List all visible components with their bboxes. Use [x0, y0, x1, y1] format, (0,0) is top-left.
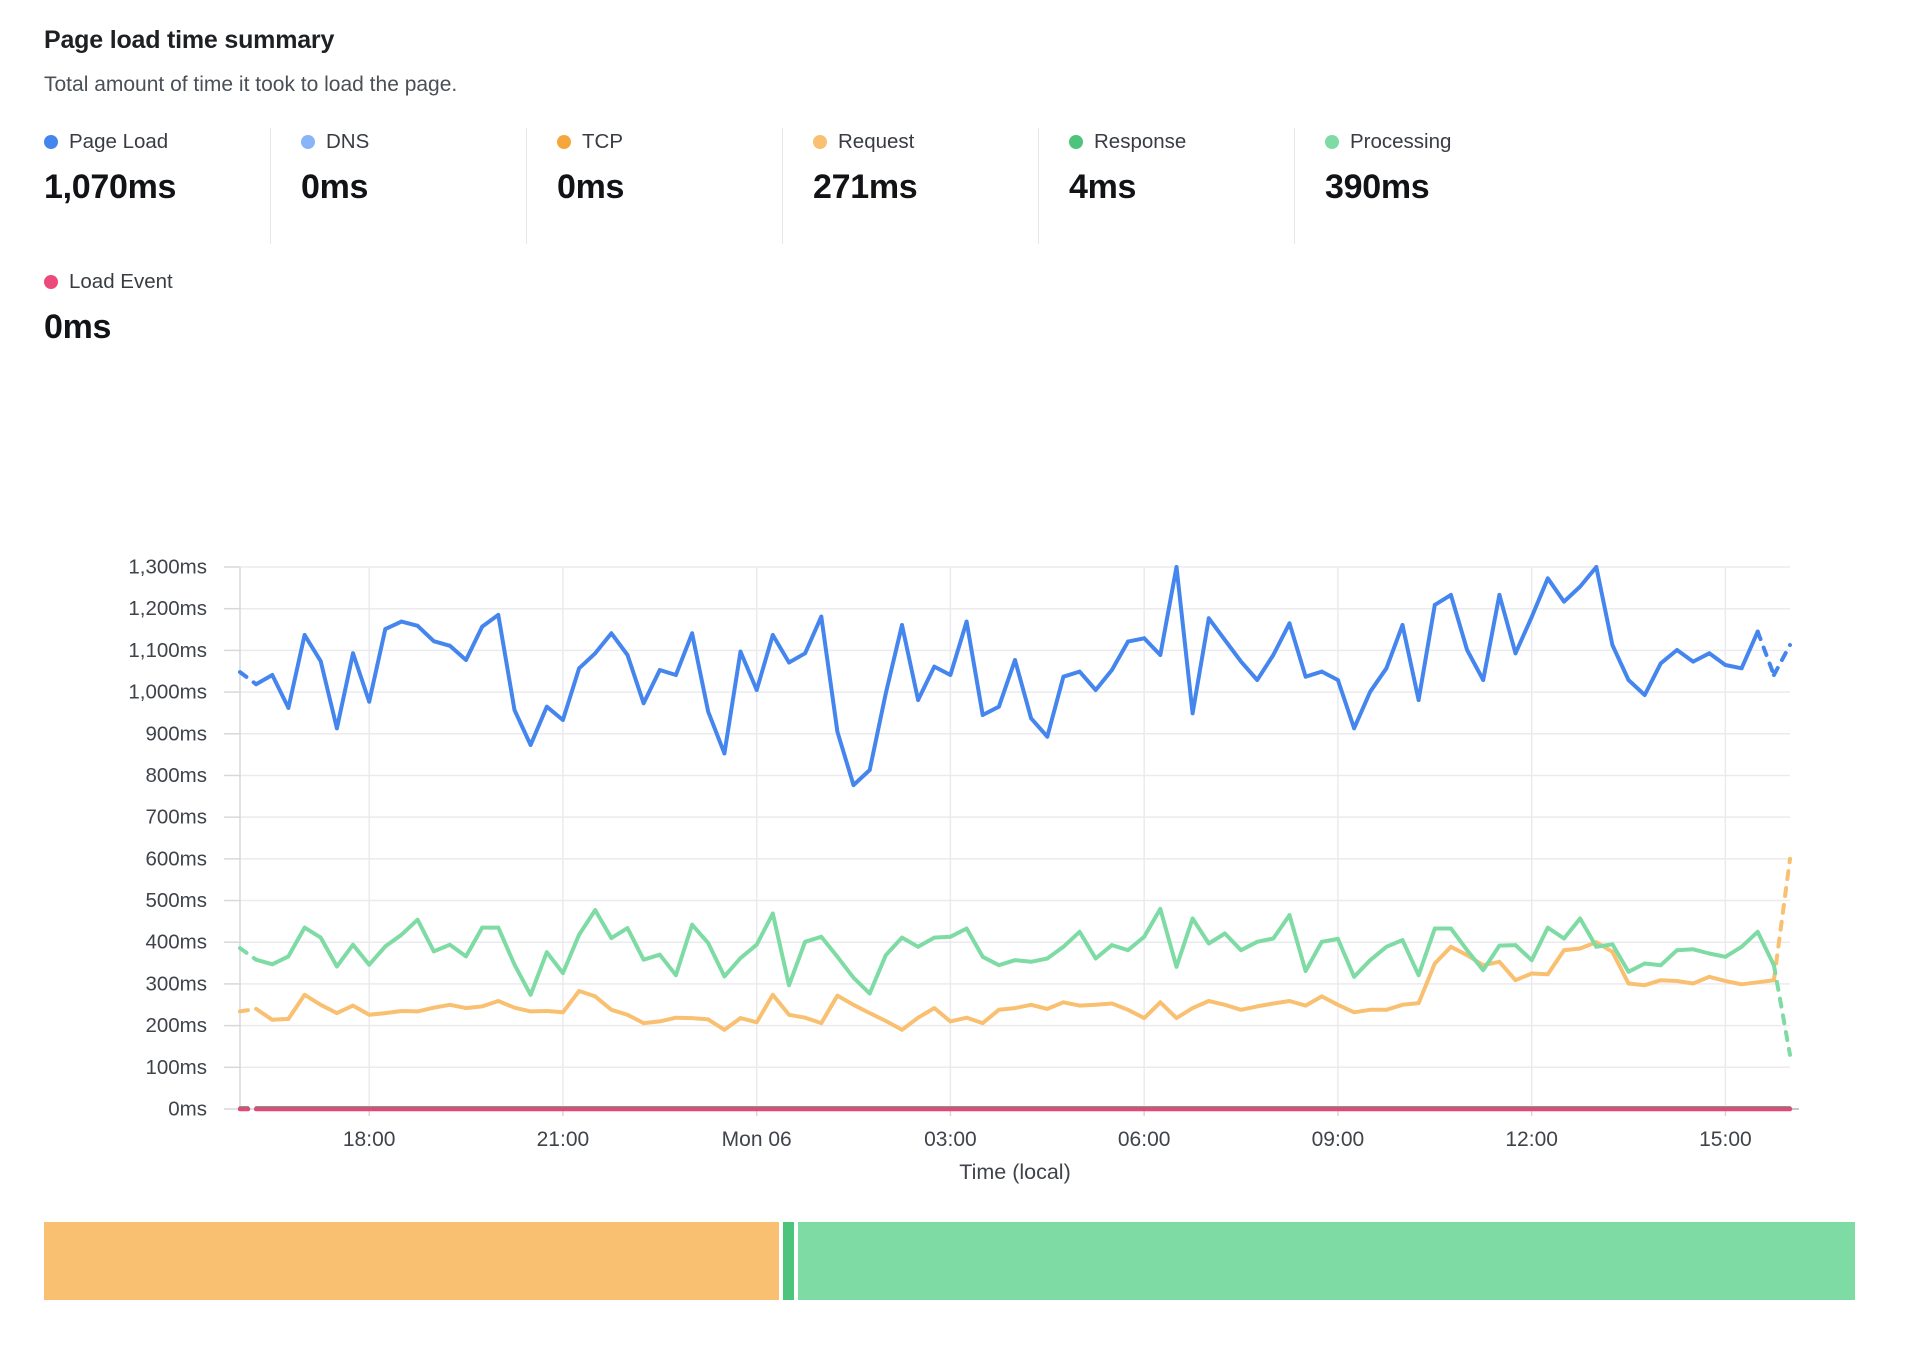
metric-legend-row: Request — [813, 128, 1038, 156]
response-legend-dot-icon — [1069, 135, 1083, 149]
y-axis-label: 0ms — [168, 1098, 207, 1121]
x-axis-label: 09:00 — [1312, 1128, 1365, 1151]
y-axis-label: 600ms — [145, 847, 207, 870]
metric-legend-row: Processing — [1325, 128, 1550, 156]
metric-value: 0ms — [301, 168, 369, 206]
series-line-page-load-dashed — [238, 629, 1792, 687]
series-line-processing-dashed — [238, 946, 1792, 1057]
metric-card-request: Request 271ms — [782, 128, 1038, 244]
metric-value: 0ms — [44, 308, 112, 346]
series-line-request-dashed — [238, 856, 1792, 1014]
load-time-breakdown-bar — [44, 1222, 1855, 1300]
y-axis-label: 1,100ms — [128, 639, 207, 662]
metric-label: Page Load — [69, 130, 169, 153]
y-axis-label: 1,300ms — [128, 556, 207, 579]
tcp-legend-dot-icon — [557, 135, 571, 149]
y-axis-label: 900ms — [145, 722, 207, 745]
y-axis-label: 700ms — [145, 806, 207, 829]
metric-card-response: Response 4ms — [1038, 128, 1294, 244]
x-axis-label: 03:00 — [924, 1128, 977, 1151]
metric-card-page-load: Page Load 1,070ms — [44, 128, 270, 244]
page-title: Page load time summary — [44, 26, 335, 54]
x-axis-title: Time (local) — [959, 1160, 1071, 1184]
metric-label: Response — [1094, 130, 1187, 153]
metric-card-dns: DNS 0ms — [270, 128, 526, 244]
metric-value: 4ms — [1069, 168, 1137, 206]
metric-label: TCP — [582, 130, 623, 153]
metric-card-tcp: TCP 0ms — [526, 128, 782, 244]
page-load-legend-dot-icon — [44, 135, 58, 149]
metric-legend-row: TCP — [557, 128, 782, 156]
metric-legend-row: Load Event — [44, 268, 344, 296]
metric-value: 1,070ms — [44, 168, 177, 206]
metric-value: 390ms — [1325, 168, 1430, 206]
metric-label: DNS — [326, 130, 370, 153]
page-subtitle: Total amount of time it took to load the… — [44, 73, 458, 96]
y-axis-label: 1,000ms — [128, 681, 207, 704]
metric-legend-row: DNS — [301, 128, 526, 156]
x-axis-label: 21:00 — [537, 1128, 590, 1151]
metric-legend-row: Response — [1069, 128, 1294, 156]
x-axis-label: 12:00 — [1505, 1128, 1558, 1151]
y-axis-label: 400ms — [145, 931, 207, 954]
load-event-legend-dot-icon — [44, 275, 58, 289]
dns-legend-dot-icon — [301, 135, 315, 149]
x-axis-label: 06:00 — [1118, 1128, 1171, 1151]
metric-card-processing: Processing 390ms — [1294, 128, 1550, 244]
metric-label: Load Event — [69, 270, 173, 293]
y-axis-label: 100ms — [145, 1056, 207, 1079]
y-axis-label: 800ms — [145, 764, 207, 787]
metric-label: Processing — [1350, 130, 1452, 153]
metrics-row-secondary: Load Event 0ms — [44, 268, 344, 384]
x-axis-label: Mon 06 — [722, 1128, 792, 1151]
request-legend-dot-icon — [813, 135, 827, 149]
metric-legend-row: Page Load — [44, 128, 270, 156]
series-line-request — [254, 940, 1776, 1032]
breakdown-segment-processing — [797, 1222, 1855, 1300]
breakdown-segment-request — [44, 1222, 779, 1300]
metric-label: Request — [838, 130, 915, 153]
metrics-row-primary: Page Load 1,070ms DNS 0ms TCP 0ms Request 271ms… — [44, 128, 1550, 244]
metric-value: 0ms — [557, 168, 625, 206]
y-axis-label: 300ms — [145, 972, 207, 995]
y-axis-label: 500ms — [145, 889, 207, 912]
x-axis-label: 15:00 — [1699, 1128, 1752, 1151]
metric-value: 271ms — [813, 168, 918, 206]
breakdown-segment-response — [782, 1222, 794, 1300]
metric-card-load-event: Load Event 0ms — [44, 268, 344, 384]
x-axis-label: 18:00 — [343, 1128, 396, 1151]
series-line-processing — [254, 906, 1776, 997]
y-axis-label: 1,200ms — [128, 597, 207, 620]
series-line-page-load — [254, 565, 1760, 788]
processing-legend-dot-icon — [1325, 135, 1339, 149]
y-axis-label: 200ms — [145, 1014, 207, 1037]
